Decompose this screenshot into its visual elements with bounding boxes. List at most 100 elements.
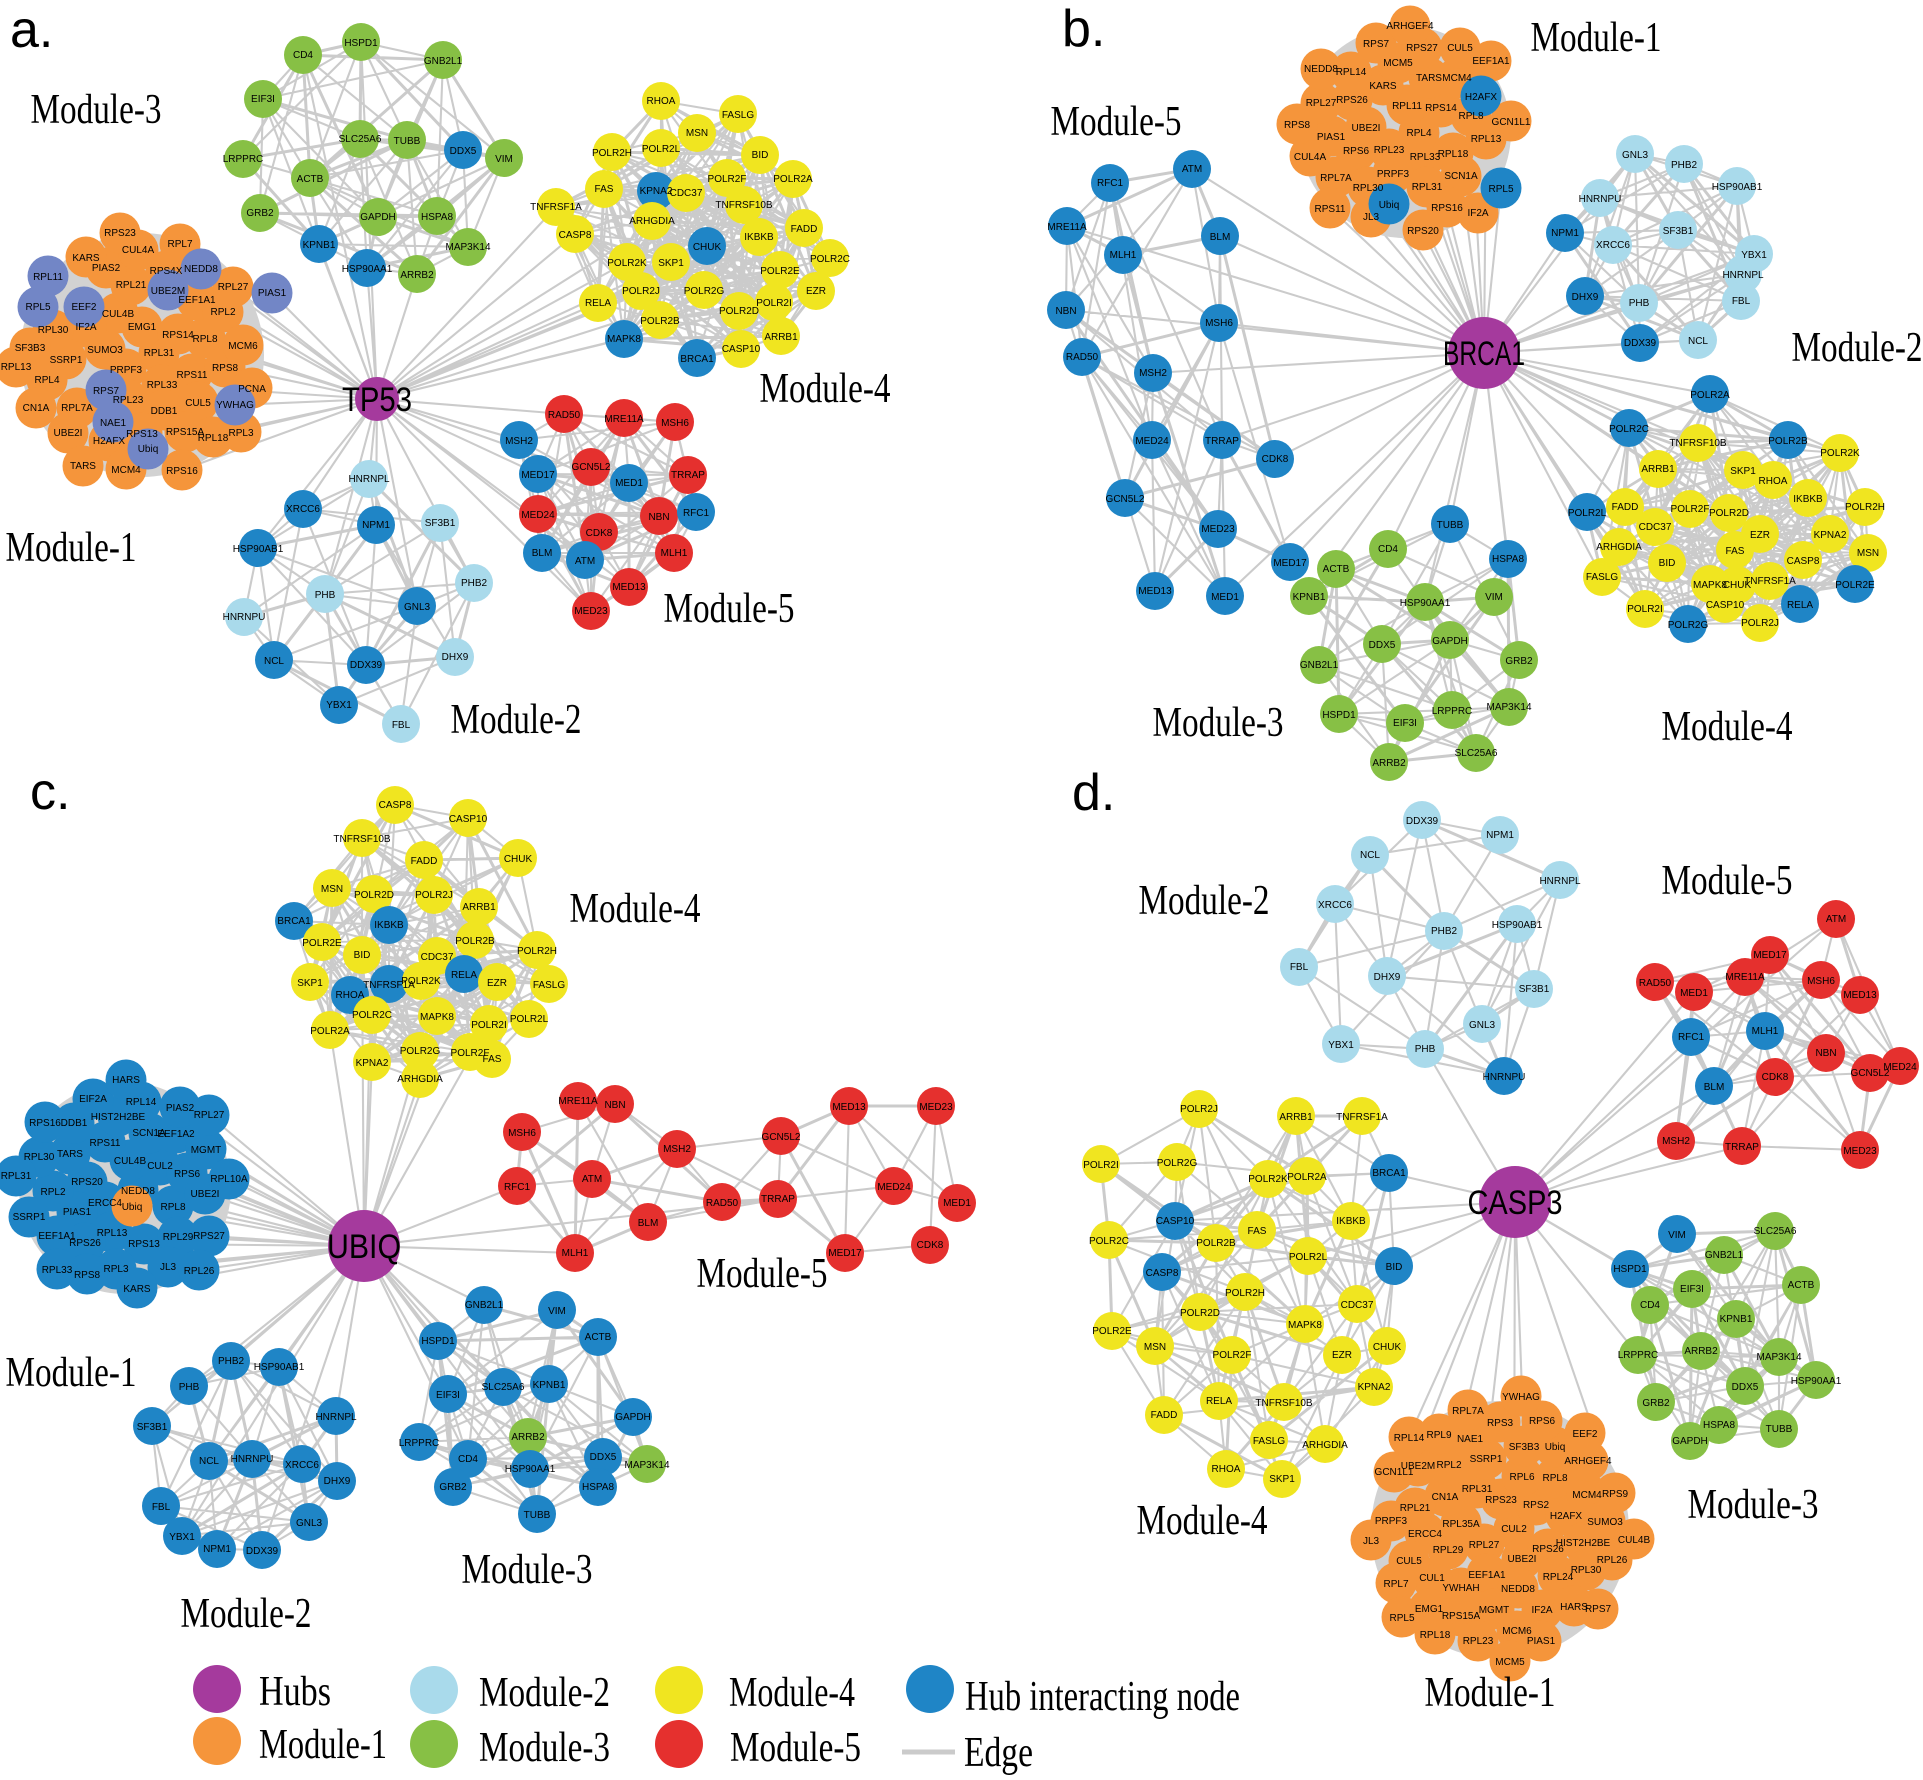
svg-text:RPS11: RPS11: [177, 370, 208, 381]
svg-text:MED23: MED23: [919, 1102, 953, 1113]
svg-text:RPL31: RPL31: [144, 348, 175, 359]
svg-text:RPL14: RPL14: [126, 1097, 157, 1108]
svg-text:Module-4: Module-4: [570, 886, 701, 932]
svg-text:CD4: CD4: [293, 50, 313, 61]
svg-text:RPL11: RPL11: [33, 272, 63, 283]
svg-text:POLR2K: POLR2K: [1248, 1174, 1288, 1185]
svg-text:RPL8: RPL8: [1542, 1473, 1567, 1484]
svg-text:RPL7A: RPL7A: [1452, 1406, 1484, 1417]
svg-text:POLR2J: POLR2J: [1741, 618, 1779, 629]
svg-text:POLR2H: POLR2H: [517, 946, 557, 957]
svg-text:MSH6: MSH6: [508, 1128, 536, 1139]
svg-text:GCN5L2: GCN5L2: [1851, 1068, 1890, 1079]
svg-text:CUL5: CUL5: [1396, 1556, 1422, 1567]
svg-text:POLR2F: POLR2F: [1213, 1350, 1252, 1361]
svg-text:POLR2B: POLR2B: [455, 936, 495, 947]
svg-text:FADD: FADD: [411, 856, 438, 867]
svg-text:FBL: FBL: [152, 1502, 171, 1513]
svg-text:MAPK8: MAPK8: [1288, 1320, 1322, 1331]
svg-text:UBE2I: UBE2I: [54, 428, 83, 439]
svg-text:HNRNPL: HNRNPL: [315, 1412, 357, 1423]
svg-text:NPM1: NPM1: [1551, 228, 1579, 239]
svg-text:MSH6: MSH6: [1807, 976, 1835, 987]
svg-text:POLR2H: POLR2H: [1225, 1288, 1265, 1299]
svg-text:RPL26: RPL26: [184, 1266, 215, 1277]
svg-text:RPL23: RPL23: [1463, 1636, 1494, 1647]
svg-text:HIST2H2BE: HIST2H2BE: [91, 1112, 146, 1123]
svg-text:GAPDH: GAPDH: [360, 212, 396, 223]
svg-text:ARRB2: ARRB2: [1684, 1346, 1718, 1357]
svg-text:MED24: MED24: [877, 1182, 911, 1193]
svg-text:RPS27: RPS27: [1406, 43, 1438, 54]
svg-text:Ubiq: Ubiq: [1379, 200, 1400, 211]
svg-text:GRB2: GRB2: [246, 208, 274, 219]
svg-text:XRCC6: XRCC6: [1318, 900, 1352, 911]
svg-text:RPS15A: RPS15A: [166, 427, 205, 438]
svg-text:DDX39: DDX39: [350, 660, 383, 671]
svg-text:DHX9: DHX9: [442, 652, 469, 663]
svg-text:Module-1: Module-1: [6, 1350, 137, 1396]
svg-text:RPL4: RPL4: [1406, 128, 1431, 139]
svg-text:GCN5L2: GCN5L2: [572, 462, 611, 473]
svg-text:RPS16: RPS16: [1431, 203, 1463, 214]
svg-text:NEDD8: NEDD8: [1501, 1584, 1535, 1595]
svg-text:RPL31: RPL31: [1412, 182, 1443, 193]
svg-text:MGMT: MGMT: [191, 1145, 222, 1156]
svg-text:MRE11A: MRE11A: [1725, 972, 1765, 983]
svg-text:RPL26: RPL26: [1597, 1555, 1628, 1566]
svg-text:NAE1: NAE1: [1457, 1434, 1484, 1445]
svg-text:RPL18: RPL18: [1420, 1630, 1451, 1641]
svg-text:ARHGDIA: ARHGDIA: [629, 216, 675, 227]
svg-text:RPS8: RPS8: [74, 1270, 101, 1281]
svg-text:POLR2F: POLR2F: [1671, 504, 1710, 515]
svg-text:KARS: KARS: [1369, 81, 1397, 92]
svg-text:PHB: PHB: [1415, 1044, 1436, 1055]
svg-text:CHUK: CHUK: [693, 242, 722, 253]
svg-text:SUMO3: SUMO3: [87, 345, 123, 356]
svg-text:FAS: FAS: [595, 184, 614, 195]
svg-text:H2AFX: H2AFX: [1465, 92, 1498, 103]
svg-text:TARS: TARS: [57, 1149, 83, 1160]
svg-text:TNFRSF10B: TNFRSF10B: [1255, 1398, 1313, 1409]
svg-text:PRPF3: PRPF3: [1375, 1516, 1408, 1527]
svg-text:POLR2I: POLR2I: [1083, 1160, 1119, 1171]
svg-text:HNRNPU: HNRNPU: [223, 612, 266, 623]
svg-text:POLR2L: POLR2L: [510, 1014, 549, 1025]
svg-text:TNFRSF1A: TNFRSF1A: [1336, 1112, 1388, 1123]
svg-text:MRE11A: MRE11A: [1047, 222, 1087, 233]
svg-text:TNFRSF10B: TNFRSF10B: [1669, 438, 1727, 449]
svg-text:CUL1: CUL1: [1419, 1573, 1445, 1584]
svg-text:POLR2A: POLR2A: [310, 1026, 350, 1037]
svg-text:RPL5: RPL5: [25, 302, 50, 313]
svg-text:H2AFX: H2AFX: [1550, 1511, 1583, 1522]
svg-text:XRCC6: XRCC6: [286, 504, 320, 515]
svg-text:CDK8: CDK8: [917, 1240, 944, 1251]
svg-text:Module-3: Module-3: [1688, 1482, 1819, 1528]
svg-text:EEF2: EEF2: [71, 302, 96, 313]
svg-text:UBE2I: UBE2I: [1352, 123, 1381, 134]
svg-text:BID: BID: [354, 950, 371, 961]
svg-text:MED17: MED17: [521, 470, 555, 481]
svg-text:POLR2F: POLR2F: [451, 1048, 490, 1059]
svg-text:PHB: PHB: [1629, 298, 1650, 309]
svg-text:MCM6: MCM6: [1502, 1626, 1532, 1637]
svg-text:RFC1: RFC1: [504, 1182, 531, 1193]
svg-text:MED24: MED24: [1883, 1062, 1917, 1073]
svg-text:DDX39: DDX39: [1624, 338, 1657, 349]
svg-text:RPS23: RPS23: [1485, 1495, 1517, 1506]
svg-text:CD4: CD4: [1640, 1300, 1660, 1311]
svg-text:RPL4: RPL4: [34, 375, 59, 386]
svg-text:HNRNPU: HNRNPU: [1483, 1072, 1526, 1083]
svg-text:RPL13: RPL13: [1471, 134, 1502, 145]
svg-text:MED1: MED1: [943, 1198, 971, 1209]
svg-text:MLH1: MLH1: [1752, 1026, 1779, 1037]
svg-text:CD4: CD4: [1378, 544, 1398, 555]
svg-text:CDK8: CDK8: [1762, 1072, 1789, 1083]
svg-text:CASP8: CASP8: [559, 230, 592, 241]
svg-text:RFC1: RFC1: [1678, 1032, 1705, 1043]
svg-text:MSN: MSN: [1144, 1342, 1166, 1353]
svg-text:BID: BID: [1386, 1262, 1403, 1273]
svg-text:RPL29: RPL29: [163, 1232, 194, 1243]
svg-text:HSP90AA1: HSP90AA1: [505, 1464, 556, 1475]
svg-text:EZR: EZR: [1332, 1350, 1352, 1361]
